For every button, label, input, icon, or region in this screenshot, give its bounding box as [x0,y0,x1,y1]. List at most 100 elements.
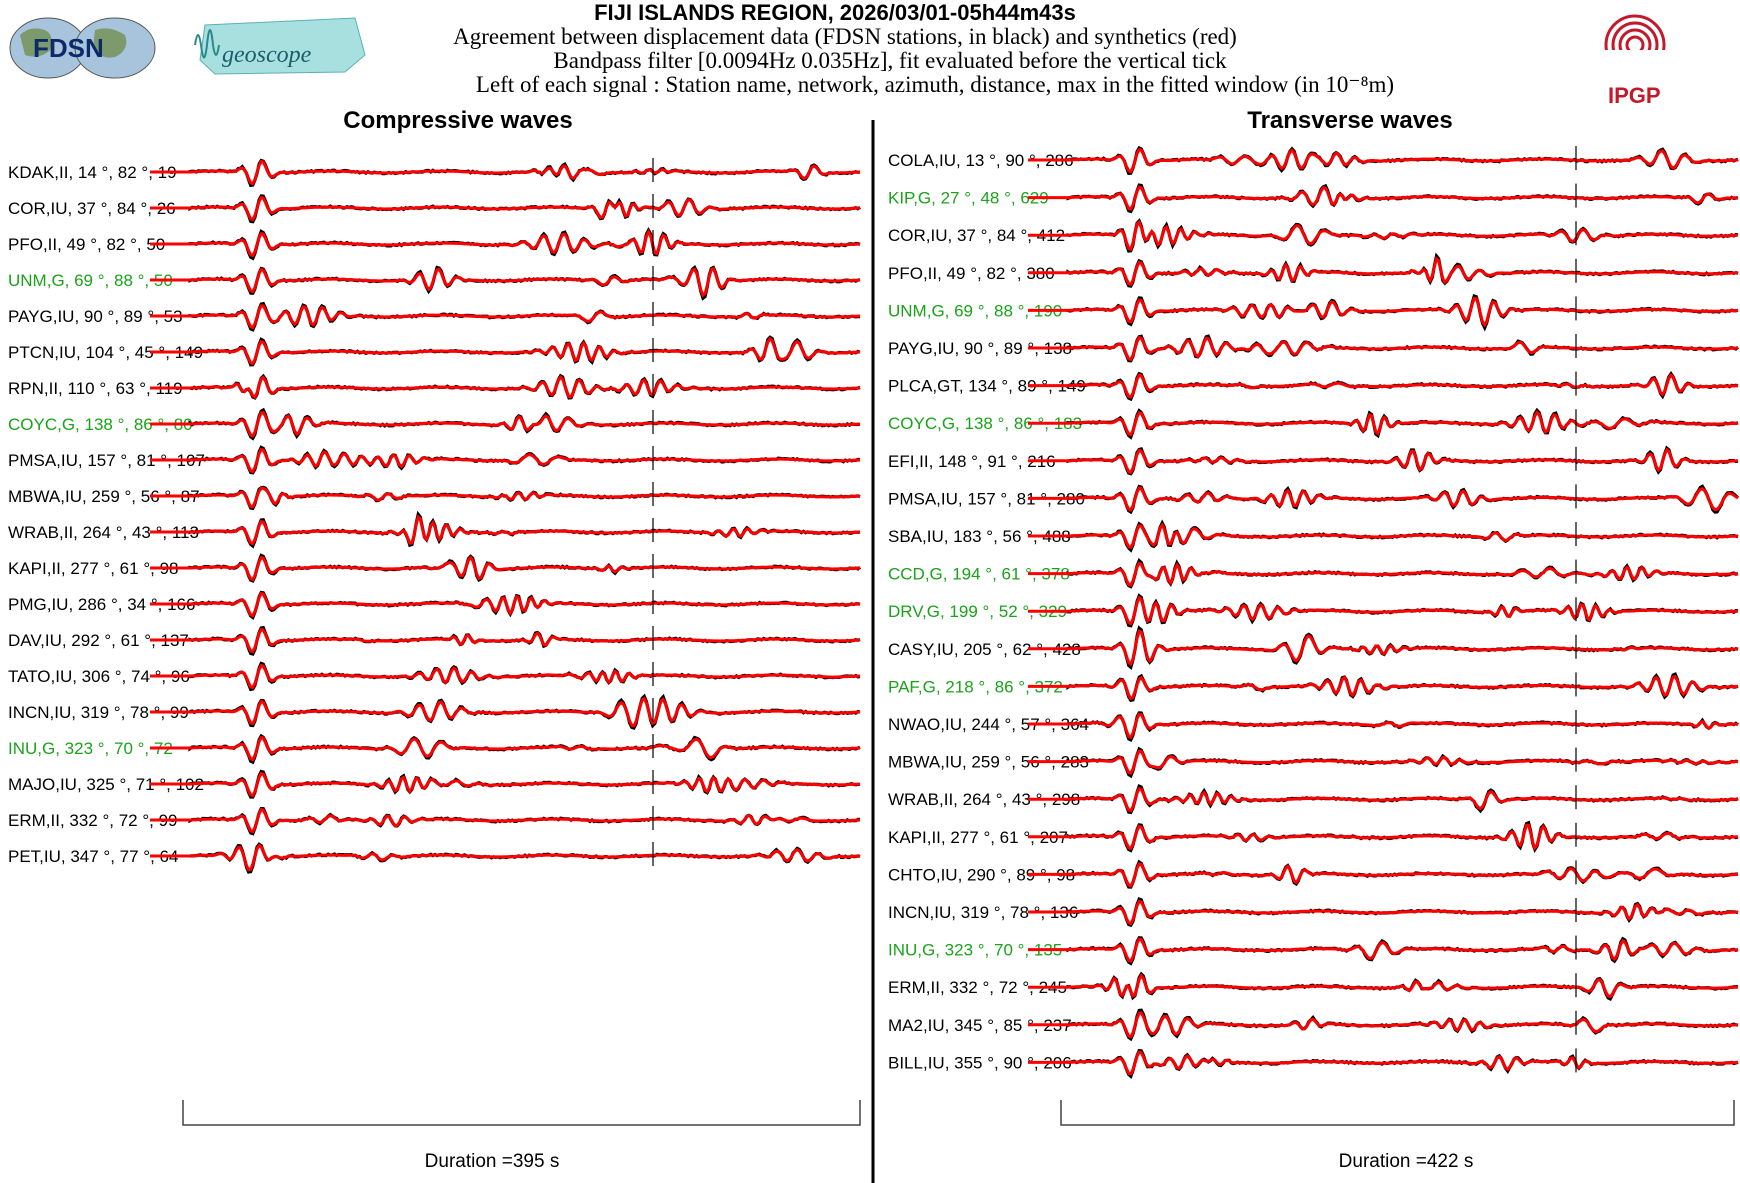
synthetic-trace [1028,372,1739,399]
transverse-traces: COLA,IU, 13 °, 90 °, 286 KIP,G, 27 °, 48 … [888,145,1740,1080]
synthetic-trace [1028,297,1739,328]
trace-row: PAYG,IU, 90 °, 89 °, 138 [888,334,1740,363]
station-label: DRV,G, 199 °, 52 °, 329 [888,602,1067,621]
synthetic-trace [150,514,861,546]
station-label: PFO,II, 49 °, 82 °, 50 [8,235,165,254]
station-label: PLCA,GT, 134 °, 89 °, 149 [888,377,1086,396]
synthetic-trace [1028,486,1739,512]
trace-row: INCN,IU, 319 °, 78 °, 136 [888,896,1739,928]
synthetic-trace [150,771,861,798]
synthetic-trace [1028,899,1739,926]
trace-row: COYC,G, 138 °, 86 °, 183 [888,407,1739,440]
station-label: COLA,IU, 13 °, 90 °, 286 [888,151,1074,170]
trace-row: PET,IU, 347 °, 77 °, 64 [8,842,861,874]
synthetic-trace [1028,749,1738,775]
header-line-1: Agreement between displacement data (FDS… [453,24,1237,49]
synthetic-trace [150,486,861,509]
trace-row: SBA,IU, 183 °, 56 °, 488 [888,519,1739,553]
synthetic-trace [150,735,861,762]
synthetic-trace [1028,219,1739,251]
synthetic-trace [150,591,861,618]
trace-row: KAPI,II, 277 °, 61 °, 98 [8,553,862,583]
synthetic-trace [1028,823,1739,851]
synthetic-trace [150,266,861,298]
station-label: PFO,II, 49 °, 82 °, 380 [888,264,1055,283]
station-label: PMG,IU, 286 °, 34 °, 166 [8,595,195,614]
synthetic-trace [150,843,861,872]
trace-row: PMSA,IU, 157 °, 81 °, 107 [8,445,861,475]
station-label: WRAB,II, 264 °, 43 °, 298 [888,790,1080,809]
trace-row: WRAB,II, 264 °, 43 °, 113 [8,510,861,549]
station-label: PET,IU, 347 °, 77 °, 64 [8,847,178,866]
station-label: PAYG,IU, 90 °, 89 °, 53 [8,307,183,326]
trace-row: MBWA,IU, 259 °, 56 °, 283 [888,746,1739,779]
trace-row: COR,IU, 37 °, 84 °, 412 [888,218,1739,253]
synthetic-trace [1028,447,1739,475]
station-label: INCN,IU, 319 °, 78 °, 99 [8,703,189,722]
station-label: BILL,IU, 355 °, 90 °, 206 [888,1053,1072,1072]
synthetic-trace [1028,1011,1739,1039]
station-label: COYC,G, 138 °, 86 °, 80 [8,415,193,434]
station-label: CCD,G, 194 °, 61 °, 378 [888,565,1070,584]
station-label: MA2,IU, 345 °, 85 °, 237 [888,1016,1072,1035]
data-trace [188,265,861,301]
trace-row: KAPI,II, 277 °, 61 °, 207 [888,820,1739,853]
station-label: PMSA,IU, 157 °, 81 °, 280 [888,489,1085,508]
header-line-2: Bandpass filter [0.0094Hz 0.035Hz], fit … [553,48,1227,73]
panel-title-compressive: Compressive waves [343,107,572,134]
synthetic-trace [150,195,861,222]
ipgp-logo-text: IPGP [1608,83,1661,108]
trace-row: UNM,G, 69 °, 88 °, 50 [8,265,861,301]
station-label: CHTO,IU, 290 °, 89 °, 98 [888,865,1075,884]
trace-row: PLCA,GT, 134 °, 89 °, 149 [888,371,1739,402]
synthetic-trace [150,336,861,366]
synthetic-trace [1028,595,1739,626]
trace-row: INU,G, 323 °, 70 °, 72 [8,733,861,765]
duration-label-compressive: Duration =395 s [425,1151,560,1172]
synthetic-trace [150,159,861,186]
synthetic-trace [1028,862,1739,888]
synthetic-trace [150,555,861,582]
station-label: PTCN,IU, 104 °, 45 °, 149 [8,343,203,362]
trace-row: ERM,II, 332 °, 72 °, 245 [888,971,1739,1002]
trace-row: PMG,IU, 286 °, 34 °, 166 [8,590,861,620]
synthetic-trace [1028,335,1739,362]
station-label: CASY,IU, 205 °, 62 °, 428 [888,640,1081,659]
station-label: EFI,II, 148 °, 91 °, 216 [888,452,1056,471]
station-label: TATO,IU, 306 °, 74 °, 96 [8,667,190,686]
trace-row: KDAK,II, 14 °, 82 °, 19 [8,158,861,188]
trace-row: NWAO,IU, 244 °, 57 °, 364 [888,710,1739,742]
station-label: WRAB,II, 264 °, 43 °, 113 [8,523,199,542]
trace-row: PFO,II, 49 °, 82 °, 380 [888,252,1739,288]
trace-row: CCD,G, 194 °, 61 °, 378 [888,558,1739,589]
station-label: UNM,G, 69 °, 88 °, 190 [888,301,1062,320]
fdsn-logo: FDSN [9,17,156,79]
trace-row: EFI,II, 148 °, 91 °, 216 [888,445,1739,476]
geoscope-logo: geoscope [194,17,366,75]
trace-row: CASY,IU, 205 °, 62 °, 428 [888,625,1739,670]
synthetic-trace [1028,712,1739,740]
station-label: INCN,IU, 319 °, 78 °, 136 [888,903,1078,922]
station-label: KIP,G, 27 °, 48 °, 629 [888,189,1049,208]
duration-bracket-transverse [1060,1100,1735,1126]
compressive-traces: KDAK,II, 14 °, 82 °, 19 COR,IU, 37 °, 84 … [8,158,862,874]
trace-row: DRV,G, 199 °, 52 °, 329 [888,593,1739,628]
station-label: MAJO,IU, 325 °, 71 °, 102 [8,775,204,794]
trace-row: PMSA,IU, 157 °, 81 °, 280 [888,484,1740,515]
trace-row: RPN,II, 110 °, 63 °, 119 [8,373,861,400]
trace-row: PFO,II, 49 °, 82 °, 50 [8,226,861,261]
trace-row: TATO,IU, 306 °, 74 °, 96 [8,661,861,692]
fdsn-logo-text: FDSN [33,33,104,63]
synthetic-trace [1028,185,1739,211]
station-label: INU,G, 323 °, 70 °, 135 [888,941,1062,960]
trace-row: CHTO,IU, 290 °, 89 °, 98 [888,859,1739,889]
trace-row: COR,IU, 37 °, 84 °, 26 [8,194,861,224]
synthetic-trace [150,410,861,438]
trace-row: DAV,IU, 292 °, 61 °, 137 [8,625,861,656]
synthetic-trace [1028,973,1739,999]
station-label: COR,IU, 37 °, 84 °, 26 [8,199,176,218]
synthetic-trace [1028,147,1739,174]
synthetic-trace [1028,674,1739,701]
trace-row: ERM,II, 332 °, 72 °, 99 [8,806,861,836]
station-label: KAPI,II, 277 °, 61 °, 207 [888,828,1068,847]
